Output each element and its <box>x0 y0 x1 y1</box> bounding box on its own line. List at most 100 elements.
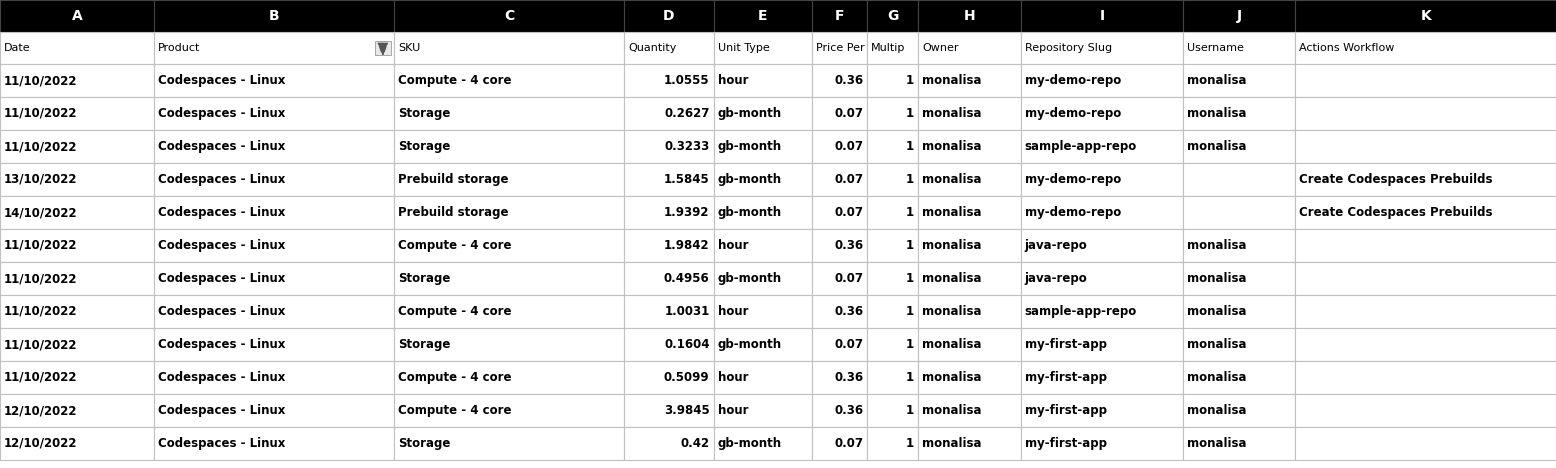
Bar <box>918 295 1021 328</box>
Bar <box>1021 163 1183 196</box>
Bar <box>1295 394 1556 427</box>
Bar <box>1021 328 1183 361</box>
Text: Create Codespaces Prebuilds: Create Codespaces Prebuilds <box>1299 173 1492 186</box>
Bar <box>1183 130 1295 163</box>
Bar <box>624 229 714 262</box>
Text: 0.42: 0.42 <box>680 437 710 450</box>
Bar <box>1295 130 1556 163</box>
Bar <box>714 130 812 163</box>
Text: gb-month: gb-month <box>717 107 781 120</box>
Text: monalisa: monalisa <box>923 107 982 120</box>
Text: monalisa: monalisa <box>923 173 982 186</box>
Bar <box>154 64 394 97</box>
Bar <box>394 295 624 328</box>
Text: monalisa: monalisa <box>1187 272 1246 285</box>
Bar <box>0 427 154 460</box>
Text: Codespaces - Linux: Codespaces - Linux <box>157 305 285 318</box>
Bar <box>154 97 394 130</box>
Text: Codespaces - Linux: Codespaces - Linux <box>157 107 285 120</box>
Bar <box>0 196 154 229</box>
Text: 0.1604: 0.1604 <box>664 338 710 351</box>
Text: 1: 1 <box>906 305 913 318</box>
Bar <box>1295 0 1556 32</box>
Text: 12/10/2022: 12/10/2022 <box>5 437 78 450</box>
Text: monalisa: monalisa <box>923 338 982 351</box>
Text: my-demo-repo: my-demo-repo <box>1025 107 1122 120</box>
Bar <box>918 32 1021 64</box>
Bar <box>714 196 812 229</box>
Bar <box>714 328 812 361</box>
Bar <box>867 328 918 361</box>
Text: Storage: Storage <box>398 272 450 285</box>
Bar <box>394 130 624 163</box>
Bar <box>394 97 624 130</box>
Text: my-first-app: my-first-app <box>1025 371 1106 384</box>
Bar <box>394 262 624 295</box>
Bar <box>867 427 918 460</box>
Text: Storage: Storage <box>398 107 450 120</box>
Text: 0.07: 0.07 <box>834 272 864 285</box>
Bar <box>812 0 867 32</box>
Text: monalisa: monalisa <box>923 140 982 153</box>
Text: my-first-app: my-first-app <box>1025 404 1106 417</box>
Bar <box>624 328 714 361</box>
Bar <box>812 295 867 328</box>
Bar <box>1295 361 1556 394</box>
Text: K: K <box>1421 9 1432 23</box>
Bar <box>867 97 918 130</box>
Text: monalisa: monalisa <box>1187 305 1246 318</box>
Text: 1: 1 <box>906 239 913 252</box>
Bar <box>154 427 394 460</box>
Bar <box>1295 196 1556 229</box>
Text: 1: 1 <box>906 338 913 351</box>
Text: monalisa: monalisa <box>1187 74 1246 87</box>
Bar <box>918 394 1021 427</box>
Bar <box>812 163 867 196</box>
Text: Compute - 4 core: Compute - 4 core <box>398 239 512 252</box>
Bar <box>1295 163 1556 196</box>
Bar <box>812 32 867 64</box>
Text: monalisa: monalisa <box>1187 239 1246 252</box>
Bar <box>1183 32 1295 64</box>
Bar <box>394 163 624 196</box>
Text: Codespaces - Linux: Codespaces - Linux <box>157 404 285 417</box>
Text: 12/10/2022: 12/10/2022 <box>5 404 78 417</box>
Bar <box>1183 295 1295 328</box>
Text: Quantity: Quantity <box>629 43 677 53</box>
Bar <box>867 163 918 196</box>
Bar <box>0 262 154 295</box>
Text: 0.36: 0.36 <box>834 305 864 318</box>
Text: monalisa: monalisa <box>1187 371 1246 384</box>
Bar <box>1021 64 1183 97</box>
Text: monalisa: monalisa <box>923 272 982 285</box>
Text: Codespaces - Linux: Codespaces - Linux <box>157 437 285 450</box>
Bar <box>624 64 714 97</box>
Text: hour: hour <box>717 371 748 384</box>
Text: 0.07: 0.07 <box>834 338 864 351</box>
Text: sample-app-repo: sample-app-repo <box>1025 305 1137 318</box>
Bar <box>624 295 714 328</box>
Text: monalisa: monalisa <box>1187 140 1246 153</box>
Bar <box>1021 130 1183 163</box>
Bar <box>1183 427 1295 460</box>
Text: monalisa: monalisa <box>923 437 982 450</box>
Text: Storage: Storage <box>398 437 450 450</box>
Bar <box>714 262 812 295</box>
Bar <box>812 97 867 130</box>
Text: my-demo-repo: my-demo-repo <box>1025 74 1122 87</box>
Text: monalisa: monalisa <box>1187 338 1246 351</box>
Bar <box>1183 64 1295 97</box>
Text: Compute - 4 core: Compute - 4 core <box>398 371 512 384</box>
Text: Product: Product <box>157 43 201 53</box>
Text: 0.36: 0.36 <box>834 74 864 87</box>
Bar <box>1183 196 1295 229</box>
Bar <box>154 0 394 32</box>
Text: E: E <box>758 9 767 23</box>
Bar <box>1183 328 1295 361</box>
Text: my-first-app: my-first-app <box>1025 437 1106 450</box>
Text: monalisa: monalisa <box>923 305 982 318</box>
Text: 11/10/2022: 11/10/2022 <box>5 140 78 153</box>
Bar <box>714 394 812 427</box>
Bar <box>867 32 918 64</box>
Bar <box>624 196 714 229</box>
